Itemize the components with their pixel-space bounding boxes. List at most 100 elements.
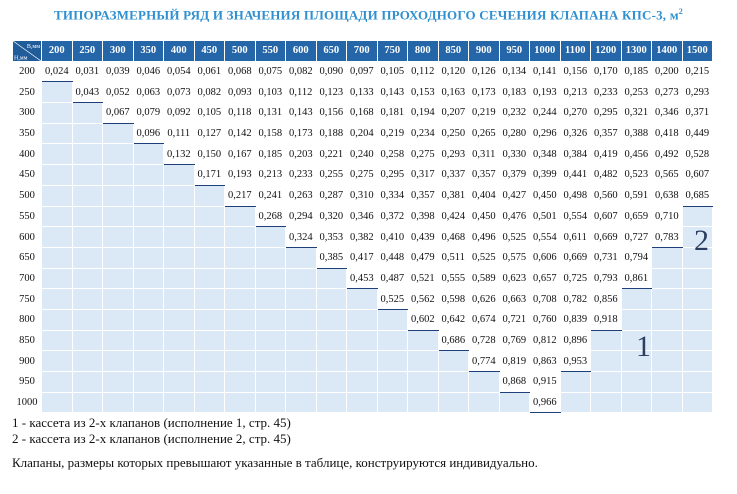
empty-cell bbox=[620, 288, 652, 310]
table-cell: 0,273 bbox=[651, 81, 683, 104]
table-cell: 0,334 bbox=[376, 184, 408, 207]
empty-cell bbox=[407, 329, 439, 352]
table-cell: 0,105 bbox=[376, 60, 408, 83]
table-cell: 0,275 bbox=[346, 164, 378, 186]
table-cell: 0,219 bbox=[376, 122, 408, 145]
table-cell: 0,158 bbox=[254, 122, 286, 145]
table-cell: 0,642 bbox=[437, 308, 469, 331]
footnote-1: 1 - кассета из 2-х клапанов (исполнение … bbox=[12, 415, 291, 430]
row-header: 500 bbox=[12, 184, 42, 207]
empty-cell bbox=[102, 267, 134, 290]
empty-cell bbox=[41, 143, 73, 166]
row-header: 550 bbox=[12, 205, 42, 228]
table-cell: 0,112 bbox=[285, 81, 317, 104]
table-cell: 0,233 bbox=[285, 164, 317, 186]
column-header: 300 bbox=[102, 40, 134, 62]
table-cell: 0,194 bbox=[407, 102, 439, 124]
table-cell: 0,234 bbox=[407, 122, 439, 145]
table-cell: 0,398 bbox=[407, 205, 439, 228]
empty-cell bbox=[285, 246, 317, 269]
row-header: 600 bbox=[12, 226, 42, 248]
table-cell: 0,357 bbox=[590, 122, 622, 145]
empty-cell bbox=[102, 205, 134, 228]
empty-cell bbox=[102, 308, 134, 331]
table-cell: 0,082 bbox=[285, 60, 317, 83]
table-cell: 0,793 bbox=[590, 267, 622, 290]
table-cell: 0,496 bbox=[468, 226, 500, 248]
column-header: 1400 bbox=[651, 40, 683, 62]
empty-cell bbox=[346, 391, 378, 414]
table-cell: 0,381 bbox=[437, 184, 469, 207]
table-cell: 0,528 bbox=[681, 143, 713, 166]
table-cell: 0,602 bbox=[407, 308, 439, 331]
table-cell: 0,240 bbox=[346, 143, 378, 166]
empty-cell bbox=[254, 246, 286, 269]
empty-cell bbox=[681, 308, 713, 331]
table-cell: 0,061 bbox=[193, 60, 225, 83]
table-cell: 0,525 bbox=[498, 226, 530, 248]
empty-cell bbox=[376, 350, 408, 372]
empty-cell bbox=[193, 371, 225, 393]
column-header: 1300 bbox=[620, 40, 652, 62]
table-cell: 0,213 bbox=[254, 164, 286, 186]
table-cell: 0,046 bbox=[132, 60, 164, 83]
empty-cell bbox=[41, 329, 73, 352]
table-cell: 0,575 bbox=[498, 246, 530, 269]
table-cell: 0,275 bbox=[407, 143, 439, 166]
empty-cell bbox=[590, 350, 622, 372]
table-cell: 0,450 bbox=[468, 205, 500, 228]
row-header: 950 bbox=[12, 371, 42, 393]
empty-cell bbox=[315, 350, 347, 372]
empty-cell bbox=[132, 308, 164, 331]
table-cell: 0,294 bbox=[285, 205, 317, 228]
table-cell: 0,669 bbox=[590, 226, 622, 248]
table-cell: 0,219 bbox=[468, 102, 500, 124]
corner-b-label: В,мм bbox=[27, 44, 40, 50]
table-cell: 0,150 bbox=[193, 143, 225, 166]
empty-cell bbox=[651, 267, 683, 290]
table-cell: 0,589 bbox=[468, 267, 500, 290]
table-cell: 0,560 bbox=[590, 184, 622, 207]
table-cell: 0,337 bbox=[437, 164, 469, 186]
table-cell: 0,607 bbox=[590, 205, 622, 228]
table-cell: 0,126 bbox=[468, 60, 500, 83]
table-cell: 0,168 bbox=[346, 102, 378, 124]
table-cell: 0,760 bbox=[529, 308, 561, 331]
empty-cell bbox=[102, 226, 134, 248]
empty-cell bbox=[681, 371, 713, 393]
table-cell: 0,606 bbox=[529, 246, 561, 269]
empty-cell bbox=[41, 267, 73, 290]
empty-cell bbox=[71, 205, 103, 228]
empty-cell bbox=[346, 329, 378, 352]
footnote-2: 2 - кассета из 2-х клапанов (исполнение … bbox=[12, 431, 291, 446]
empty-cell bbox=[407, 371, 439, 393]
column-header: 350 bbox=[132, 40, 164, 62]
empty-cell bbox=[71, 122, 103, 145]
empty-cell bbox=[376, 371, 408, 393]
table-cell: 0,043 bbox=[71, 81, 103, 104]
empty-cell bbox=[102, 164, 134, 186]
empty-cell bbox=[71, 246, 103, 269]
empty-cell bbox=[620, 371, 652, 393]
empty-cell bbox=[41, 184, 73, 207]
table-cell: 0,188 bbox=[315, 122, 347, 145]
table-cell: 0,674 bbox=[468, 308, 500, 331]
table-cell: 0,052 bbox=[102, 81, 134, 104]
empty-cell bbox=[346, 371, 378, 393]
empty-cell bbox=[41, 391, 73, 414]
empty-cell bbox=[102, 371, 134, 393]
table-cell: 0,626 bbox=[468, 288, 500, 310]
table-cell: 0,839 bbox=[559, 308, 591, 331]
empty-cell bbox=[224, 246, 256, 269]
table-cell: 0,255 bbox=[315, 164, 347, 186]
empty-cell bbox=[163, 391, 195, 414]
table-cell: 0,296 bbox=[529, 122, 561, 145]
column-header: 1500 bbox=[681, 40, 713, 62]
title-superscript: 2 bbox=[678, 7, 683, 16]
empty-cell bbox=[376, 329, 408, 352]
empty-cell bbox=[132, 288, 164, 310]
table-cell: 0,404 bbox=[468, 184, 500, 207]
table-cell: 0,769 bbox=[498, 329, 530, 352]
empty-cell bbox=[254, 350, 286, 372]
row-header: 800 bbox=[12, 308, 42, 331]
